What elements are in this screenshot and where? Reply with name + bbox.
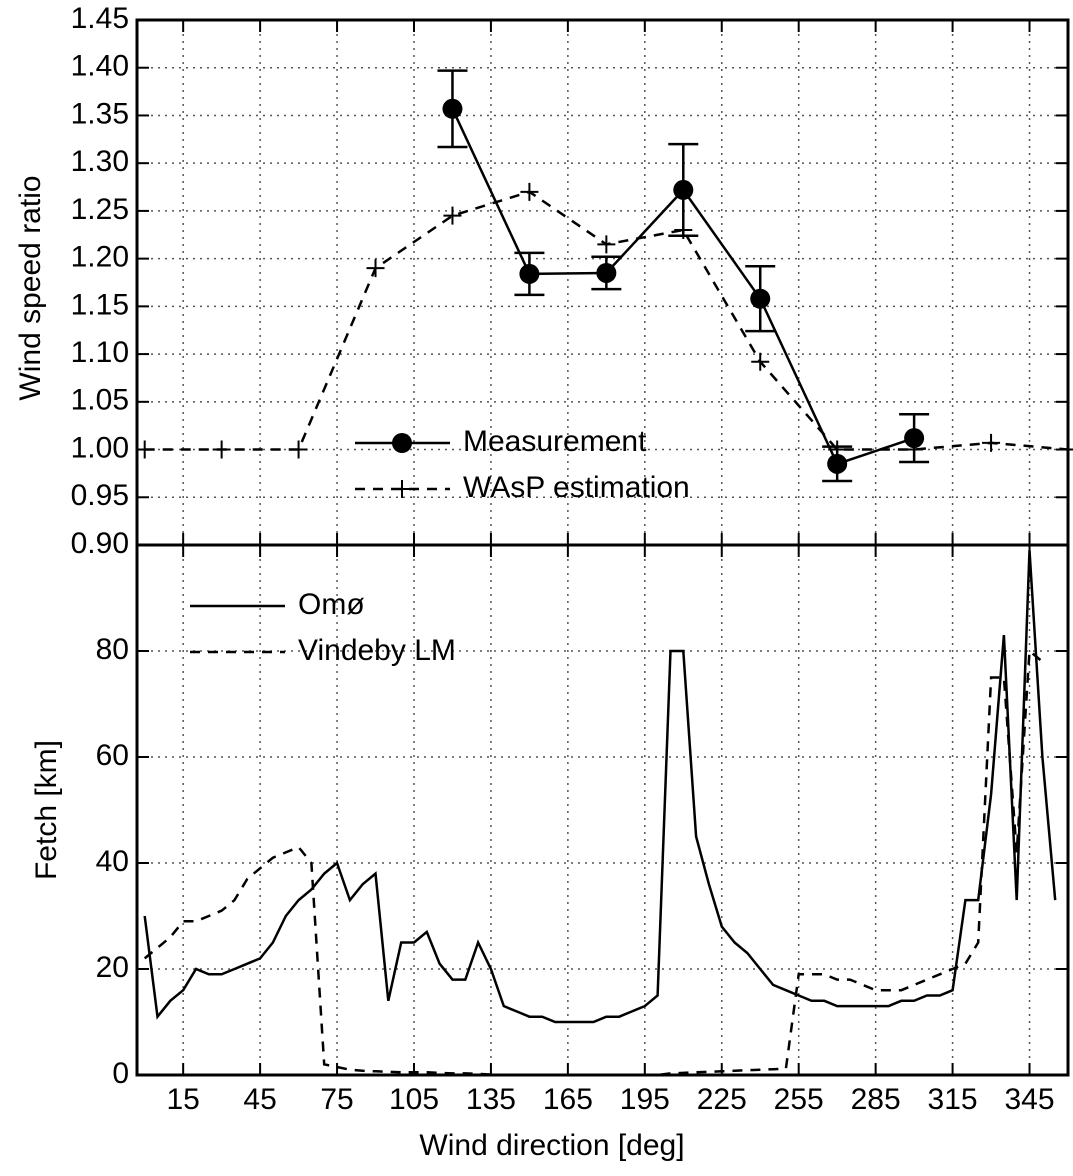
x-tick-label: 195 bbox=[620, 1083, 670, 1116]
marker bbox=[827, 453, 848, 474]
y-tick-label: 1.00 bbox=[71, 431, 129, 464]
y-tick-label: 20 bbox=[96, 951, 129, 984]
legend-label: WAsP estimation bbox=[463, 471, 690, 504]
y-tick-label: 1.35 bbox=[71, 97, 129, 130]
marker bbox=[596, 262, 617, 283]
marker bbox=[442, 98, 463, 119]
y-tick-label: 1.05 bbox=[71, 384, 129, 417]
series-line bbox=[143, 550, 1057, 1024]
x-tick-label: 345 bbox=[1004, 1083, 1054, 1116]
y-tick-label: 1.40 bbox=[71, 50, 129, 83]
x-tick-label: 165 bbox=[543, 1083, 593, 1116]
plot-frame bbox=[135, 543, 1070, 1077]
marker bbox=[1059, 440, 1073, 459]
legend-marker bbox=[393, 480, 411, 498]
y-axis-label: Fetch [km] bbox=[30, 740, 63, 880]
y-axis-label: Wind speed ratio bbox=[14, 175, 47, 400]
y-tick-label: 1.15 bbox=[71, 288, 129, 321]
marker bbox=[443, 206, 462, 225]
x-tick-label: 15 bbox=[166, 1083, 199, 1116]
x-tick-label: 225 bbox=[697, 1083, 747, 1116]
marker bbox=[904, 428, 925, 449]
y-tick-label: 0.95 bbox=[71, 479, 129, 512]
x-tick-label: 315 bbox=[928, 1083, 978, 1116]
y-tick-label: 0 bbox=[112, 1057, 129, 1090]
x-tick-label: 105 bbox=[389, 1083, 439, 1116]
legend-label: Omø bbox=[298, 588, 365, 621]
marker bbox=[828, 440, 847, 459]
legend-marker bbox=[392, 433, 412, 453]
y-tick-label: 0.90 bbox=[71, 527, 129, 560]
marker bbox=[982, 433, 1001, 452]
marker bbox=[289, 440, 308, 459]
marker bbox=[905, 440, 924, 459]
y-tick-label: 80 bbox=[96, 633, 129, 666]
marker bbox=[750, 288, 771, 309]
y-tick-label: 1.25 bbox=[71, 193, 129, 226]
y-tick-label: 60 bbox=[96, 739, 129, 772]
y-tick-label: 1.10 bbox=[71, 336, 129, 369]
x-tick-label: 255 bbox=[774, 1083, 824, 1116]
y-tick-label: 1.45 bbox=[71, 2, 129, 35]
marker bbox=[212, 440, 231, 459]
marker bbox=[674, 221, 693, 239]
legend-label: Vindeby LM bbox=[298, 634, 456, 667]
marker bbox=[135, 440, 154, 459]
x-tick-label: 285 bbox=[851, 1083, 901, 1116]
marker bbox=[597, 235, 616, 254]
series-line bbox=[143, 648, 1044, 1077]
legend-label: Measurement bbox=[463, 425, 647, 458]
x-tick-label: 75 bbox=[320, 1083, 353, 1116]
x-tick-label: 135 bbox=[466, 1083, 516, 1116]
marker bbox=[366, 259, 385, 278]
x-axis-label: Wind direction [deg] bbox=[419, 1129, 684, 1162]
marker bbox=[673, 179, 694, 200]
marker bbox=[751, 352, 770, 371]
marker bbox=[520, 182, 539, 201]
y-tick-label: 1.30 bbox=[71, 145, 129, 178]
y-tick-label: 40 bbox=[96, 845, 129, 878]
y-tick-label: 1.20 bbox=[71, 241, 129, 274]
marker bbox=[519, 263, 540, 284]
x-tick-label: 45 bbox=[243, 1083, 276, 1116]
